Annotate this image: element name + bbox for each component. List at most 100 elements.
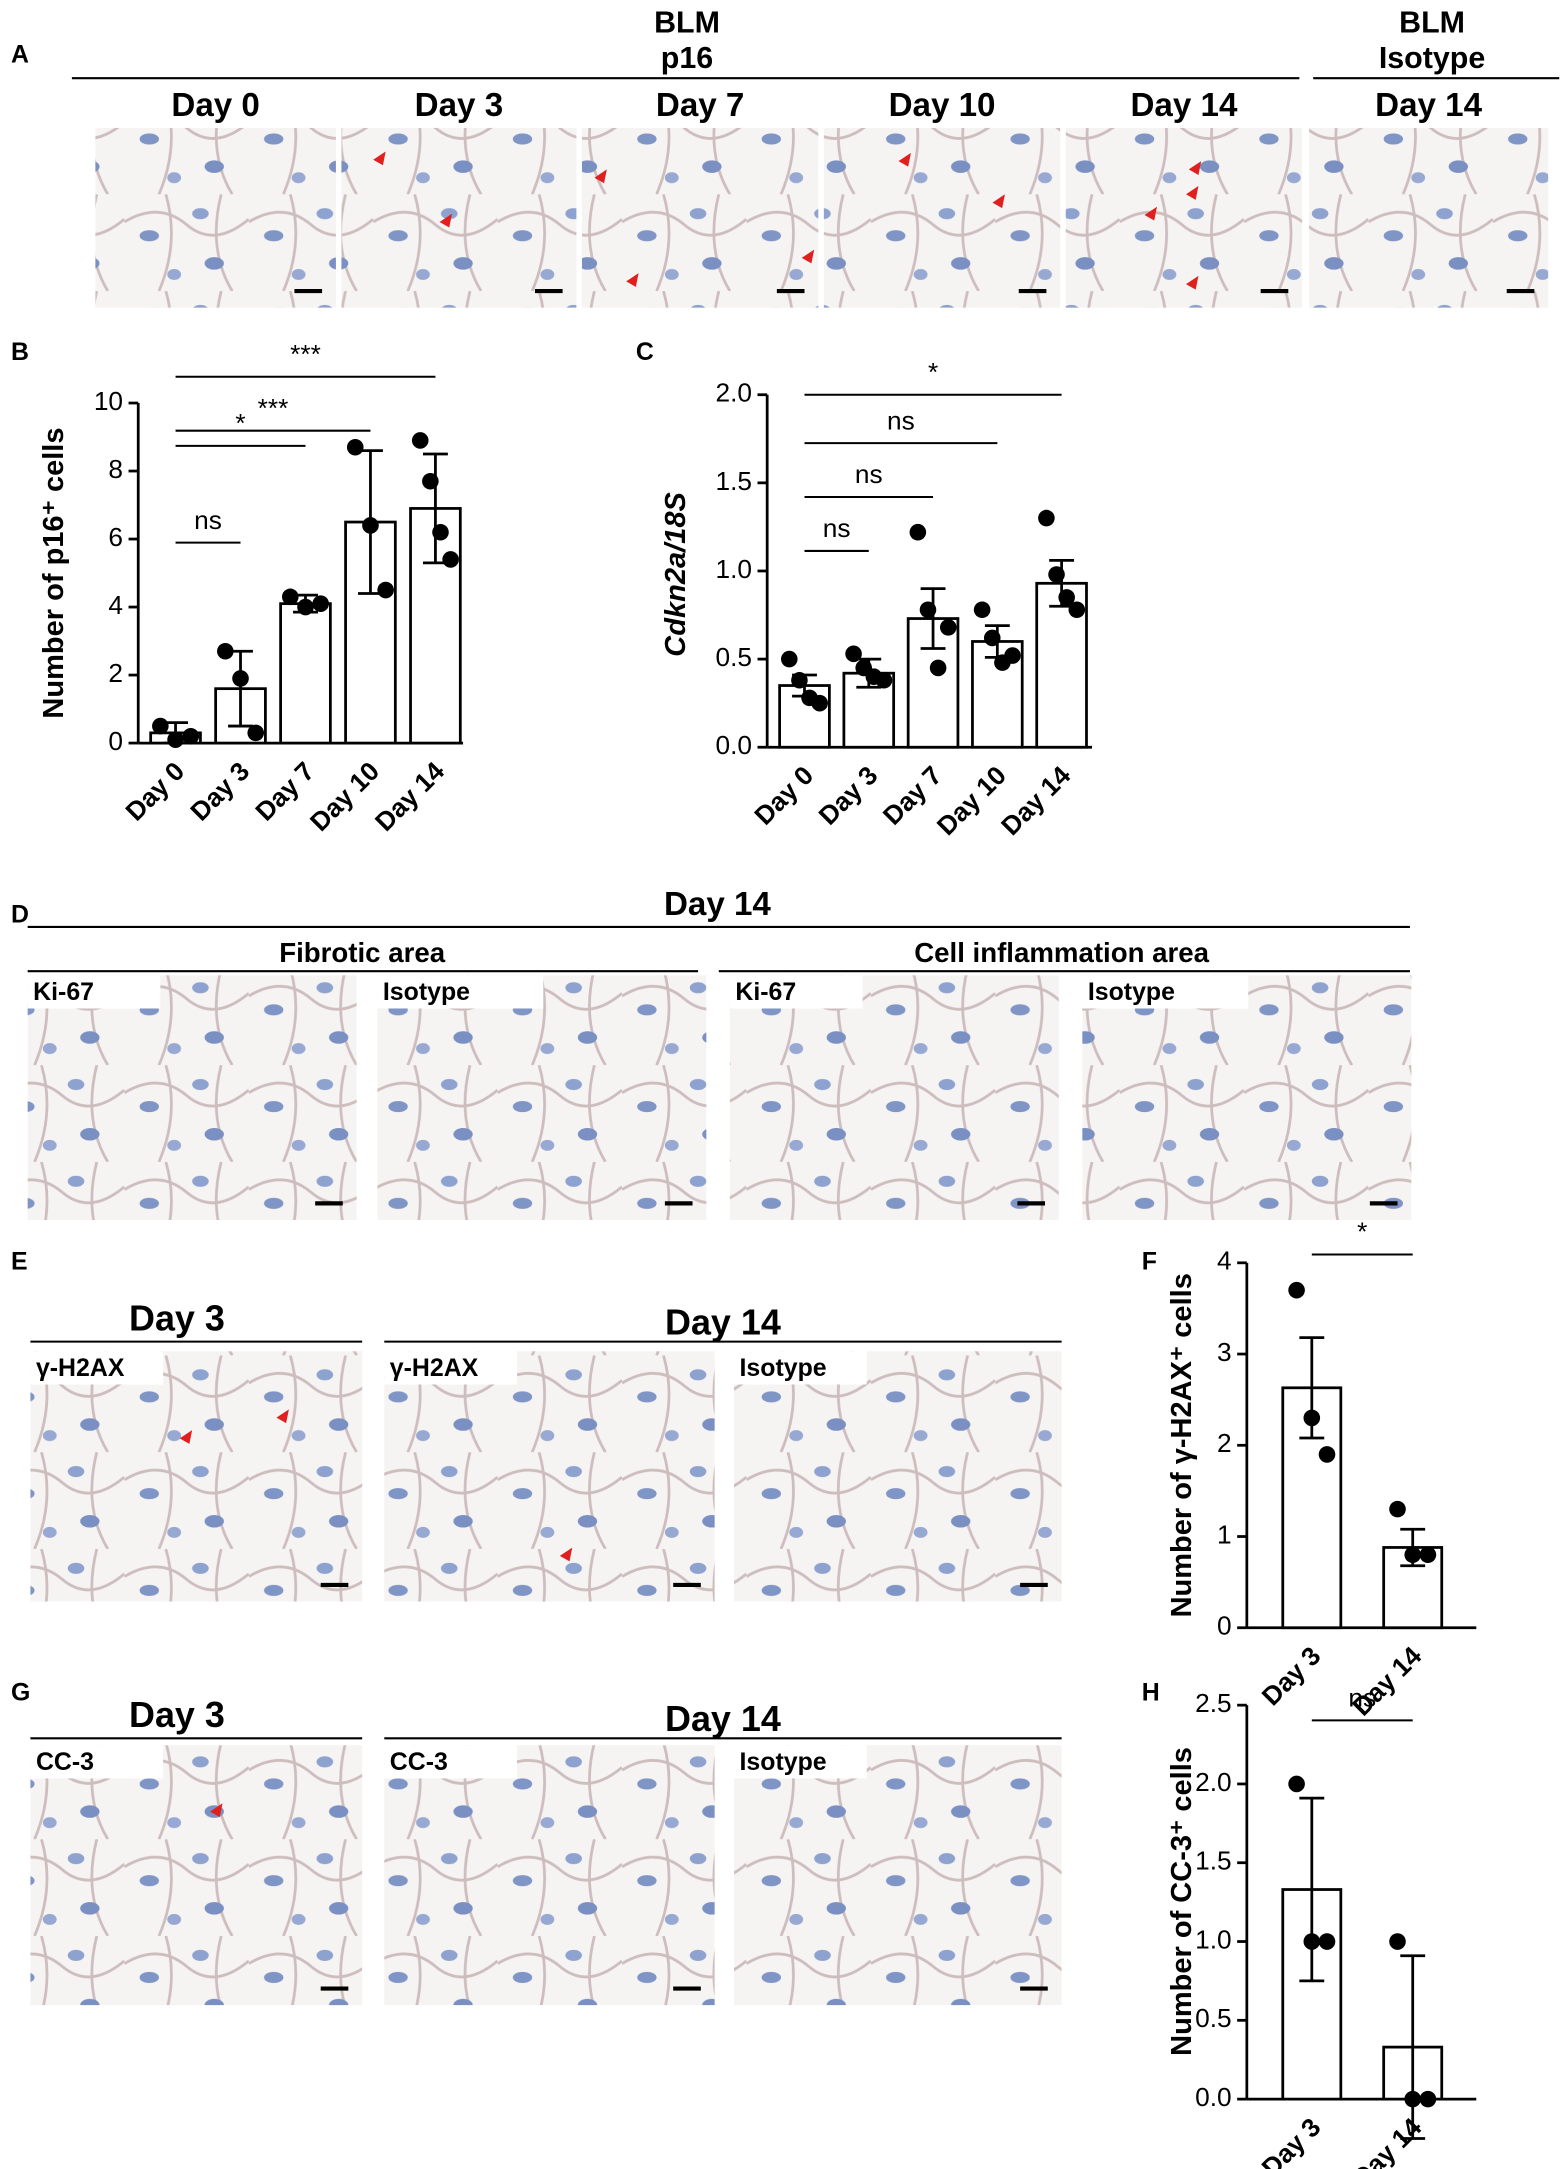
image-label: Ki-67 (735, 978, 796, 1006)
significance-label: * (1357, 1217, 1367, 1247)
significance-label: ns (1348, 1683, 1376, 1713)
data-point (811, 694, 828, 712)
data-point (1318, 1446, 1336, 1463)
arrowhead (373, 151, 386, 166)
data-point (929, 659, 947, 677)
arrowhead (992, 194, 1005, 209)
panel-letter: E (11, 1247, 28, 1275)
y-tick-label: 2 (1217, 1428, 1232, 1458)
y-tick-label: 2 (108, 658, 123, 688)
section-title: Day 14 (665, 1302, 781, 1343)
image-label: Isotype (740, 1354, 827, 1382)
y-tick-label: 1 (1217, 1519, 1232, 1549)
label-box (1082, 975, 1249, 1009)
arrowhead (1144, 206, 1157, 221)
y-tick-label: 1.5 (715, 466, 752, 496)
data-point (1288, 1775, 1305, 1793)
arrowhead (439, 213, 453, 228)
data-point (1419, 1546, 1437, 1564)
panel-letter: G (11, 1679, 30, 1707)
y-axis-label: Number of p16⁺ cells (38, 428, 70, 719)
data-point (377, 581, 394, 599)
micrograph (734, 1351, 1062, 1602)
arrowhead (801, 249, 815, 264)
data-point (1038, 509, 1055, 527)
data-point (167, 731, 184, 748)
section-title: Cell inflammation area (914, 937, 1209, 968)
y-tick-label: 0.5 (1195, 2003, 1232, 2033)
micrograph (30, 1351, 363, 1602)
panel-letter: C (636, 338, 654, 366)
data-point (362, 517, 379, 534)
data-point (781, 650, 798, 668)
y-tick-label: 1.0 (715, 554, 752, 584)
y-tick-label: 4 (1217, 1246, 1232, 1276)
y-tick-label: 10 (94, 386, 123, 416)
data-point (1004, 647, 1021, 664)
image-label: Isotype (740, 1748, 827, 1776)
data-point (1389, 1500, 1406, 1518)
data-point (875, 671, 893, 689)
data-point (791, 671, 808, 689)
data-point (346, 438, 364, 456)
x-tick-label: Day 14 (1346, 2112, 1427, 2169)
image-label: γ-H2AX (36, 1354, 125, 1382)
y-tick-label: 2.5 (1195, 1688, 1232, 1718)
y-tick-label: 2.0 (715, 378, 752, 408)
micrograph (384, 1351, 715, 1602)
significance-label: ns (194, 505, 222, 535)
x-tick-label: Day 10 (304, 756, 385, 837)
data-point (1303, 1933, 1321, 1950)
data-point (919, 601, 937, 619)
data-point (281, 588, 299, 606)
y-tick-label: 0.0 (715, 730, 752, 760)
significance-label: ns (823, 513, 851, 543)
micrograph (1309, 127, 1549, 308)
y-tick-label: 6 (108, 522, 123, 552)
x-tick-label: Day 3 (1256, 2112, 1327, 2169)
micrograph (1065, 127, 1303, 308)
x-tick-label: Day 0 (119, 756, 190, 827)
group-header: p16 (661, 41, 713, 75)
micrograph (581, 127, 819, 308)
significance-label: *** (258, 393, 289, 423)
image-label: CC-3 (36, 1748, 94, 1776)
group-header: Isotype (1379, 41, 1485, 75)
micrograph (823, 127, 1061, 308)
x-tick-label: Day 0 (748, 760, 819, 831)
arrowhead (210, 1803, 223, 1818)
column-header: Day 14 (1130, 87, 1237, 124)
error-bar (1400, 1954, 1426, 2140)
micrograph (95, 127, 336, 308)
image-label: Isotype (383, 978, 470, 1006)
y-tick-label: 0.0 (1195, 2082, 1232, 2112)
label-box (30, 1745, 164, 1779)
arrowhead (276, 1409, 289, 1424)
error-bar (1299, 1796, 1325, 1983)
data-point (1318, 1933, 1336, 1950)
panel-letter: A (11, 41, 29, 69)
y-tick-label: 8 (108, 454, 123, 484)
panel-letter: D (11, 900, 29, 928)
x-tick-label: Day 3 (1256, 1641, 1327, 1712)
data-point (983, 629, 1001, 647)
data-point (1288, 1281, 1305, 1299)
data-point (442, 551, 459, 568)
x-tick-label: Day 3 (813, 760, 884, 831)
column-header: Day 14 (1375, 87, 1482, 124)
y-axis-label: Cdkn2a/18S (660, 492, 692, 657)
label-box (384, 1351, 517, 1385)
label-box (729, 975, 863, 1009)
error-bar (920, 587, 946, 650)
micrograph (341, 127, 577, 308)
arrowhead (1186, 186, 1199, 200)
image-label: Isotype (1088, 978, 1175, 1006)
data-point (232, 670, 249, 687)
data-point (973, 601, 991, 619)
image-label: CC-3 (390, 1748, 448, 1776)
section-title: Day 3 (129, 1694, 225, 1735)
significance-label: * (928, 357, 938, 387)
arrowhead (626, 273, 639, 287)
